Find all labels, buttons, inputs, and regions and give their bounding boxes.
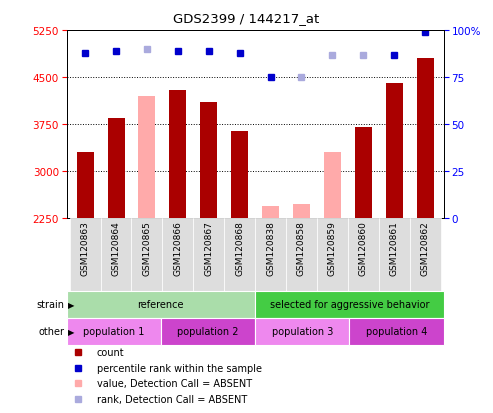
Bar <box>193 219 224 291</box>
Bar <box>67 318 161 345</box>
Bar <box>317 219 348 291</box>
Text: GSM120865: GSM120865 <box>142 221 151 276</box>
Bar <box>107 119 125 219</box>
Text: value, Detection Call = ABSENT: value, Detection Call = ABSENT <box>97 378 252 388</box>
Bar <box>162 219 193 291</box>
Text: strain: strain <box>36 299 64 310</box>
Text: GSM120858: GSM120858 <box>297 221 306 276</box>
Bar <box>255 219 286 291</box>
Bar <box>386 84 403 219</box>
Text: ▶: ▶ <box>68 300 74 309</box>
Bar <box>324 153 341 219</box>
Text: GSM120863: GSM120863 <box>80 221 90 276</box>
Bar <box>200 103 217 219</box>
Text: GSM120861: GSM120861 <box>390 221 399 276</box>
Bar <box>161 318 255 345</box>
Text: other: other <box>38 326 64 337</box>
Text: GSM120838: GSM120838 <box>266 221 275 276</box>
Text: population 3: population 3 <box>272 326 333 337</box>
Text: GSM120860: GSM120860 <box>359 221 368 276</box>
Text: GSM120866: GSM120866 <box>174 221 182 276</box>
Bar <box>355 128 372 219</box>
Bar <box>255 291 444 318</box>
Text: ▶: ▶ <box>68 327 74 336</box>
Bar <box>132 219 162 291</box>
Text: GSM120864: GSM120864 <box>111 221 120 275</box>
Bar <box>255 318 350 345</box>
Text: GSM120868: GSM120868 <box>235 221 244 276</box>
Bar <box>410 219 441 291</box>
Bar <box>224 219 255 291</box>
Text: percentile rank within the sample: percentile rank within the sample <box>97 363 262 373</box>
Text: population 1: population 1 <box>83 326 144 337</box>
Bar <box>348 219 379 291</box>
Bar <box>231 131 248 219</box>
Text: count: count <box>97 348 124 358</box>
Text: GSM120859: GSM120859 <box>328 221 337 276</box>
Text: GSM120862: GSM120862 <box>421 221 430 275</box>
Bar <box>417 59 434 219</box>
Text: rank, Detection Call = ABSENT: rank, Detection Call = ABSENT <box>97 394 247 404</box>
Bar <box>169 90 186 219</box>
Bar <box>293 204 310 219</box>
Bar <box>379 219 410 291</box>
Text: reference: reference <box>138 299 184 310</box>
Bar <box>76 153 94 219</box>
Text: population 2: population 2 <box>177 326 239 337</box>
Text: GSM120867: GSM120867 <box>204 221 213 276</box>
Bar <box>139 97 155 219</box>
Bar <box>350 318 444 345</box>
Bar <box>70 219 101 291</box>
Text: population 4: population 4 <box>366 326 427 337</box>
Text: selected for aggressive behavior: selected for aggressive behavior <box>270 299 429 310</box>
Bar <box>262 206 279 219</box>
Bar <box>286 219 317 291</box>
Bar <box>67 291 255 318</box>
Text: GDS2399 / 144217_at: GDS2399 / 144217_at <box>174 12 319 25</box>
Bar <box>101 219 132 291</box>
